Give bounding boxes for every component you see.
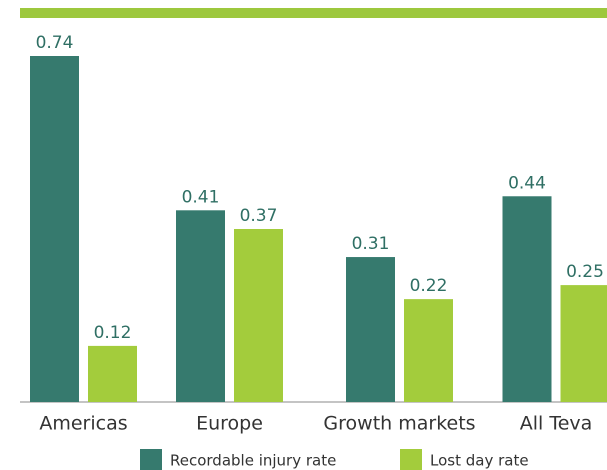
value-label: 0.25 <box>566 262 604 282</box>
value-label: 0.41 <box>182 187 220 207</box>
bar <box>88 345 137 402</box>
value-label: 0.22 <box>410 276 448 296</box>
bar <box>502 196 552 402</box>
value-label: 0.37 <box>240 206 278 226</box>
bar <box>234 229 283 402</box>
value-label: 0.74 <box>36 33 74 53</box>
header-stripe <box>20 8 607 18</box>
bar <box>346 257 395 402</box>
bar <box>560 285 607 402</box>
legend-label: Recordable injury rate <box>170 452 336 470</box>
value-label: 0.12 <box>94 323 132 343</box>
value-label: 0.31 <box>352 234 390 254</box>
legend-swatch <box>400 449 422 470</box>
x-tick-label: All Teva <box>520 413 593 435</box>
bar <box>30 56 79 402</box>
legend-swatch <box>140 449 162 470</box>
x-tick-label: Europe <box>196 413 263 435</box>
x-tick-label: Americas <box>39 413 127 435</box>
x-tick-label: Growth markets <box>323 413 475 435</box>
bar <box>176 210 225 402</box>
bar <box>404 299 453 402</box>
legend-label: Lost day rate <box>430 452 529 470</box>
value-label: 0.44 <box>508 173 546 193</box>
